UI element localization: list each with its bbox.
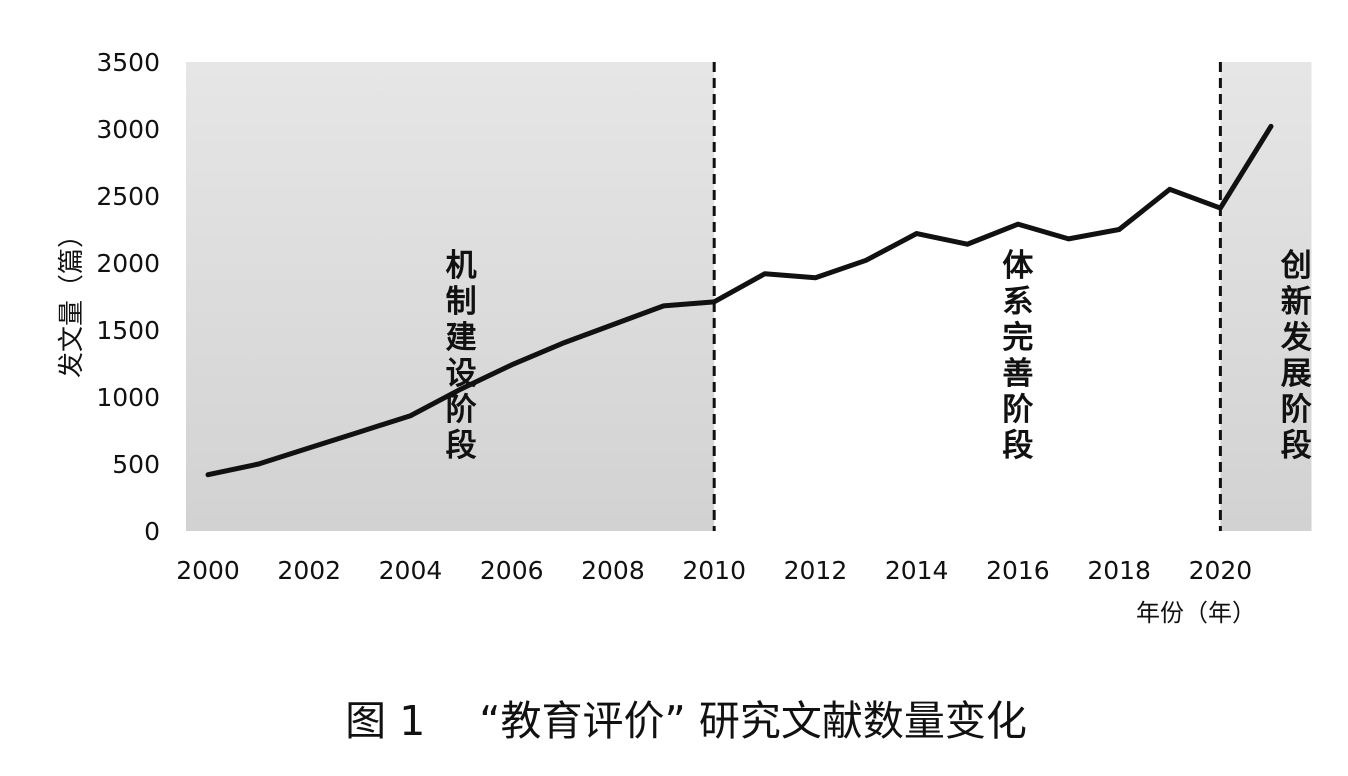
y-tick-label: 2000 xyxy=(96,249,160,278)
phase-label-char: 完 xyxy=(1002,320,1033,356)
x-tick-label: 2014 xyxy=(885,556,949,585)
x-tick-label: 2006 xyxy=(480,556,544,585)
phase-label-char: 阶 xyxy=(1281,392,1312,428)
phase-shade xyxy=(186,62,715,531)
phase-label-char: 段 xyxy=(1281,428,1312,464)
y-axis-ticks: 0 500 1000 1500 2000 2500 3000 3500 xyxy=(96,48,160,546)
y-tick-label: 0 xyxy=(144,517,160,546)
x-tick-label: 2012 xyxy=(784,556,848,585)
phase-label-char: 建 xyxy=(446,320,477,356)
phase-label-char: 系 xyxy=(1002,284,1033,320)
y-tick-label: 3500 xyxy=(96,48,160,77)
x-tick-label: 2016 xyxy=(986,556,1050,585)
x-tick-label: 2020 xyxy=(1189,556,1253,585)
x-tick-label: 2018 xyxy=(1087,556,1151,585)
x-tick-label: 2008 xyxy=(581,556,645,585)
chart-title: 图 1 “教育评价” 研究文献数量变化 xyxy=(345,697,1027,745)
series-line xyxy=(205,123,1274,478)
x-tick-label: 2004 xyxy=(379,556,443,585)
y-tick-label: 1500 xyxy=(96,316,160,345)
x-tick-label: 2010 xyxy=(682,556,746,585)
data-series xyxy=(205,123,1274,478)
x-axis-ticks: 2000 2002 2004 2006 2008 2010 2012 2014 2016 2018… xyxy=(176,556,1252,585)
phase-label-char: 善 xyxy=(1002,356,1033,392)
phase-dividers xyxy=(712,62,1222,531)
phase-label-char: 发 xyxy=(1280,320,1312,356)
y-tick-label: 2500 xyxy=(96,182,160,211)
y-tick-label: 500 xyxy=(112,450,160,479)
phase-label-char: 创 xyxy=(1280,248,1312,284)
phase-label-char: 展 xyxy=(1281,356,1312,392)
phase-shading xyxy=(186,62,1312,531)
x-tick-label: 2000 xyxy=(176,556,240,585)
phase-label-char: 段 xyxy=(446,428,477,464)
y-tick-label: 3000 xyxy=(96,115,160,144)
x-axis-label: 年份（年） xyxy=(1136,599,1256,627)
phase-label-char: 机 xyxy=(446,248,477,284)
phase-label-char: 体 xyxy=(1002,248,1033,284)
phase-label-char: 段 xyxy=(1002,428,1033,464)
phase-label-char: 阶 xyxy=(446,392,477,428)
phase-label-char: 阶 xyxy=(1002,392,1033,428)
x-tick-label: 2002 xyxy=(277,556,341,585)
y-tick-label: 1000 xyxy=(96,383,160,412)
y-axis-label: 发文量（篇） xyxy=(57,222,87,378)
phase-label-char: 设 xyxy=(446,356,477,392)
phase-label-char: 制 xyxy=(446,284,477,320)
phase-shade xyxy=(1220,62,1312,531)
phase-label-char: 新 xyxy=(1281,284,1312,320)
